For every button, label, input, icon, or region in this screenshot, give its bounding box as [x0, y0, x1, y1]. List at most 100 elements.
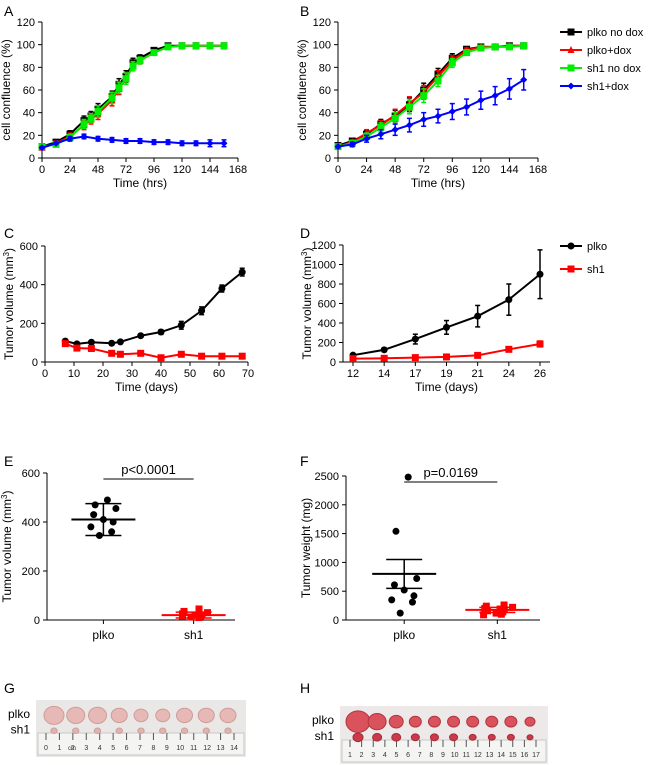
data-point: [108, 136, 116, 144]
chart-E: 0 200 400 600 plko sh1 Tumor volume (mm3) p<0.0…: [0, 462, 235, 642]
x-tick-label: 40: [155, 368, 167, 380]
x-tick-label: 96: [148, 164, 160, 176]
photo-H: 1 2 3 4 5 6 7 8 9 10 11 12 13 14 15 16 17: [340, 706, 548, 764]
legend-marker: [567, 265, 575, 273]
x-tick-label: 10: [68, 368, 80, 380]
data-point: [94, 135, 102, 143]
data-point: [177, 321, 185, 329]
data-point: [405, 121, 413, 129]
data-point: [443, 323, 450, 331]
data-point: [405, 103, 413, 111]
ruler-label: 1: [348, 752, 352, 759]
x-tick-label: plko: [393, 628, 415, 642]
y-tick-label: 0: [34, 615, 40, 627]
data-point: [238, 352, 246, 360]
legend-item: plko+dox: [560, 45, 632, 57]
row-label-plko: plko: [8, 707, 30, 721]
data-point: [380, 346, 388, 354]
row-label-sh1: sh1: [315, 729, 335, 743]
data-point: [391, 126, 399, 134]
x-tick-label: 20: [97, 368, 109, 380]
ruler: [341, 739, 547, 763]
x-tick-label: 168: [529, 164, 547, 176]
ruler-label: 6: [125, 745, 129, 752]
data-point: [443, 353, 450, 361]
x-tick-label: 0: [39, 164, 45, 176]
ruler-label: 13: [217, 745, 225, 752]
data-point: [157, 354, 165, 362]
y-tick-label: 400: [22, 517, 40, 529]
data-point: [477, 44, 485, 52]
chart-D: 12 14 17 19 21 24 26 0 200 400 600 800 1000 1200 Time …: [300, 240, 608, 394]
data-point: [87, 338, 95, 346]
legend-label: plko no dox: [587, 27, 644, 39]
legend-label: sh1 no dox: [587, 63, 641, 75]
data-point: [91, 501, 99, 509]
x-tick-label: 26: [534, 368, 546, 380]
tumor-sh1: [410, 733, 420, 742]
y-axis-title: Tumor volume (mm3): [2, 248, 17, 360]
tumor-sh1: [137, 727, 145, 735]
data-point: [178, 139, 186, 147]
ruler-label: 4: [383, 752, 387, 759]
data-point: [177, 350, 185, 358]
data-point: [136, 57, 144, 65]
tumor-plko: [197, 707, 215, 724]
tumor-sh1: [224, 727, 232, 735]
data-point: [61, 340, 69, 348]
y-tick-label: 100: [17, 40, 35, 52]
data-point: [491, 92, 499, 100]
ruler-label: 12: [203, 745, 211, 752]
data-point: [150, 138, 158, 146]
data-point: [116, 338, 124, 346]
series-sh1: [61, 340, 246, 362]
ruler-label: 3: [84, 745, 88, 752]
data-point: [536, 340, 544, 348]
panel-letter-H: H: [300, 680, 310, 696]
data-point: [87, 114, 95, 122]
x-tick-label: 144: [201, 164, 219, 176]
data-point: [157, 328, 165, 336]
panel-letter-D: D: [300, 225, 310, 241]
data-point: [238, 268, 246, 276]
data-point: [192, 139, 200, 147]
data-point: [137, 349, 145, 357]
data-point: [192, 42, 200, 50]
y-tick-label: 600: [20, 241, 38, 253]
p-value: p<0.0001: [121, 462, 176, 477]
x-tick-label: 144: [500, 164, 518, 176]
y-tick-label: 60: [23, 85, 35, 97]
y-tick-label: 2000: [315, 500, 339, 512]
data-point: [420, 92, 428, 100]
data-point: [38, 144, 46, 152]
data-point: [87, 523, 95, 531]
y-tick-label: 600: [318, 299, 336, 311]
y-axis-title: cell confluence (%): [0, 39, 13, 140]
data-point: [434, 112, 442, 120]
data-point: [108, 528, 116, 536]
legend-item: sh1+dox: [560, 81, 629, 93]
ruler-label: 8: [429, 752, 433, 759]
ruler-label: 2: [71, 745, 75, 752]
x-axis-title: Time (days): [415, 380, 478, 394]
ruler-label: 11: [190, 745, 197, 752]
y-tick-label: 1000: [315, 557, 339, 569]
ruler-label: 13: [486, 752, 494, 759]
y-tick-label: 0: [32, 357, 38, 369]
legend-marker: [567, 28, 575, 36]
data-point: [108, 94, 116, 102]
data-point: [536, 270, 544, 278]
data-point: [377, 130, 385, 138]
x-tick-label: 48: [92, 164, 104, 176]
tumor-plko: [408, 715, 422, 728]
ruler-label: 14: [230, 745, 238, 752]
legend-label: sh1+dox: [587, 81, 629, 93]
series-sh1-dox: [38, 132, 228, 152]
tumor-plko: [485, 715, 499, 728]
x-tick-label: 24: [503, 368, 515, 380]
data-point: [94, 108, 102, 116]
tumor-sh1: [180, 727, 189, 735]
ruler-label: 7: [138, 745, 142, 752]
y-tick-label: 400: [318, 318, 336, 330]
